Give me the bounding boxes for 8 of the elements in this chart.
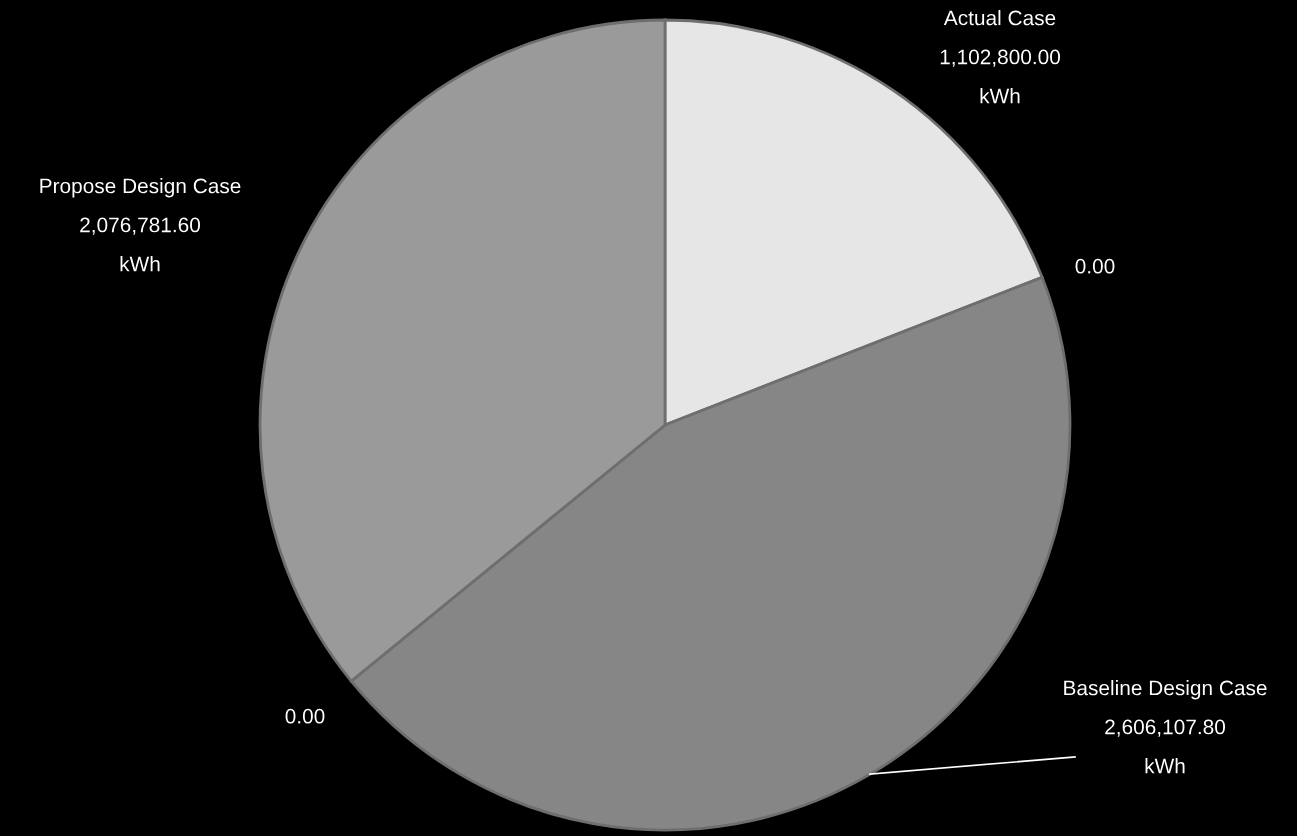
data-label: 2,606,107.80 kWh — [1105, 719, 1226, 774]
data-label: 1,102,800.00 kWh — [940, 49, 1061, 104]
slice-label: Actual Case — [943, 10, 1056, 26]
text: 0.00 — [285, 708, 325, 724]
slice-label: Baseline Design Case — [1064, 680, 1267, 700]
data-label: 2,076,781.60 kWh — [80, 217, 201, 272]
slice-label: Propose Design Case — [40, 178, 241, 198]
text: 0.00 — [1075, 258, 1115, 274]
